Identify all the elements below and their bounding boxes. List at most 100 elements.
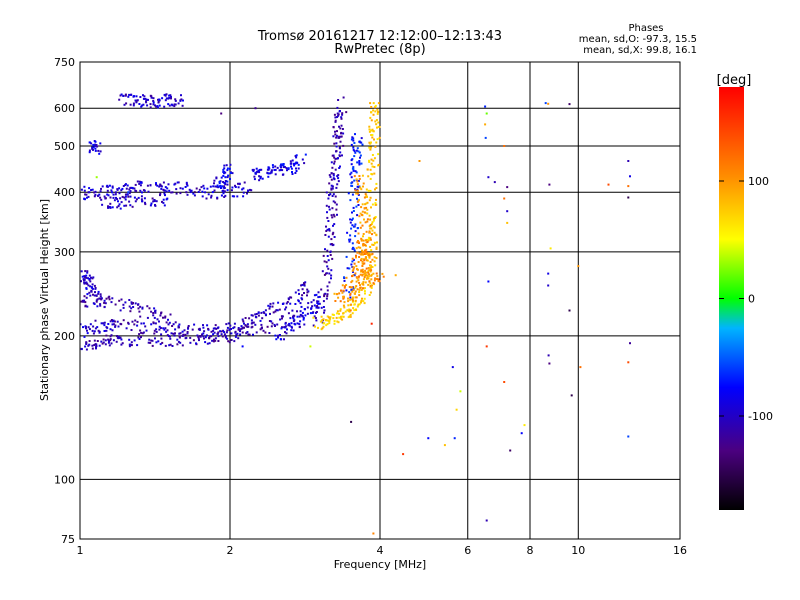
data-point [371, 128, 374, 131]
data-point [162, 201, 165, 204]
data-point [301, 288, 304, 291]
data-point [102, 338, 105, 341]
data-point [295, 167, 297, 170]
data-point [290, 322, 293, 325]
data-point [125, 187, 128, 190]
data-point [331, 195, 334, 197]
stats-line-x: mean, sd,X: 99.8, 16.1 [583, 45, 697, 56]
data-point [332, 231, 335, 234]
data-point [325, 261, 328, 264]
data-point [96, 145, 99, 148]
data-point [372, 130, 375, 133]
data-point [334, 120, 337, 123]
data-point [208, 337, 211, 340]
data-point [361, 268, 364, 271]
data-point [370, 111, 372, 114]
data-point [355, 171, 358, 174]
data-point [127, 195, 130, 198]
data-point [281, 303, 284, 305]
data-point [300, 297, 303, 300]
data-point [287, 167, 290, 170]
data-point [230, 328, 232, 330]
data-point [207, 327, 210, 330]
data-point [237, 327, 240, 329]
data-point [120, 338, 123, 341]
data-point [336, 116, 339, 118]
data-point [374, 145, 377, 148]
data-point [212, 333, 215, 336]
data-point [328, 174, 331, 177]
data-point [298, 315, 301, 318]
data-point [353, 175, 356, 178]
data-point [350, 176, 353, 179]
data-point [97, 149, 100, 152]
data-point [218, 185, 221, 188]
data-point [118, 299, 121, 302]
data-point [373, 138, 375, 141]
data-point [157, 340, 160, 343]
data-point [347, 300, 350, 303]
data-point [372, 272, 375, 275]
data-point [342, 144, 345, 147]
stats-header: Phases [628, 23, 663, 34]
data-point [360, 188, 363, 191]
data-point [95, 294, 98, 297]
data-point [364, 274, 367, 277]
data-point [169, 94, 172, 97]
data-point [351, 167, 354, 170]
data-point [484, 123, 487, 126]
data-point [280, 327, 283, 330]
data-point [335, 316, 338, 319]
data-point [344, 285, 346, 288]
data-point [323, 293, 326, 296]
data-point [347, 192, 350, 195]
data-point [97, 290, 100, 293]
data-point [91, 283, 94, 286]
data-point [358, 160, 361, 162]
data-point [142, 94, 144, 97]
data-point [103, 305, 106, 308]
data-point [129, 186, 132, 189]
data-point [358, 163, 361, 166]
data-point [222, 168, 225, 171]
data-point [203, 337, 205, 340]
data-point [367, 189, 370, 192]
data-point [224, 171, 227, 174]
data-point [169, 343, 172, 346]
data-point [355, 296, 358, 299]
data-point [108, 344, 111, 347]
data-point [161, 341, 164, 344]
data-point [374, 216, 377, 218]
data-point [264, 309, 267, 312]
data-point [150, 202, 153, 205]
data-point [108, 340, 110, 343]
data-point [357, 279, 360, 282]
data-point [179, 192, 182, 195]
data-point [352, 166, 355, 169]
data-point [547, 284, 550, 287]
data-point [88, 328, 91, 331]
data-point [120, 189, 123, 192]
data-point [271, 322, 274, 325]
data-point [329, 254, 332, 256]
data-point [359, 226, 362, 229]
data-point [95, 346, 97, 349]
data-point [290, 329, 293, 332]
data-point [270, 320, 273, 323]
data-point [355, 285, 358, 288]
data-point [119, 207, 122, 210]
data-point [145, 98, 148, 101]
data-point [257, 314, 260, 317]
data-point [274, 168, 277, 171]
data-point [274, 325, 276, 327]
data-point [226, 189, 229, 192]
data-point [371, 173, 374, 176]
data-point [338, 146, 341, 149]
data-point [228, 329, 231, 331]
data-point [152, 97, 155, 100]
chart-subtitle: RwPretec (8p) [334, 42, 425, 57]
data-point [97, 292, 100, 295]
data-point [373, 256, 376, 259]
data-point [121, 342, 124, 345]
data-point [233, 340, 236, 343]
